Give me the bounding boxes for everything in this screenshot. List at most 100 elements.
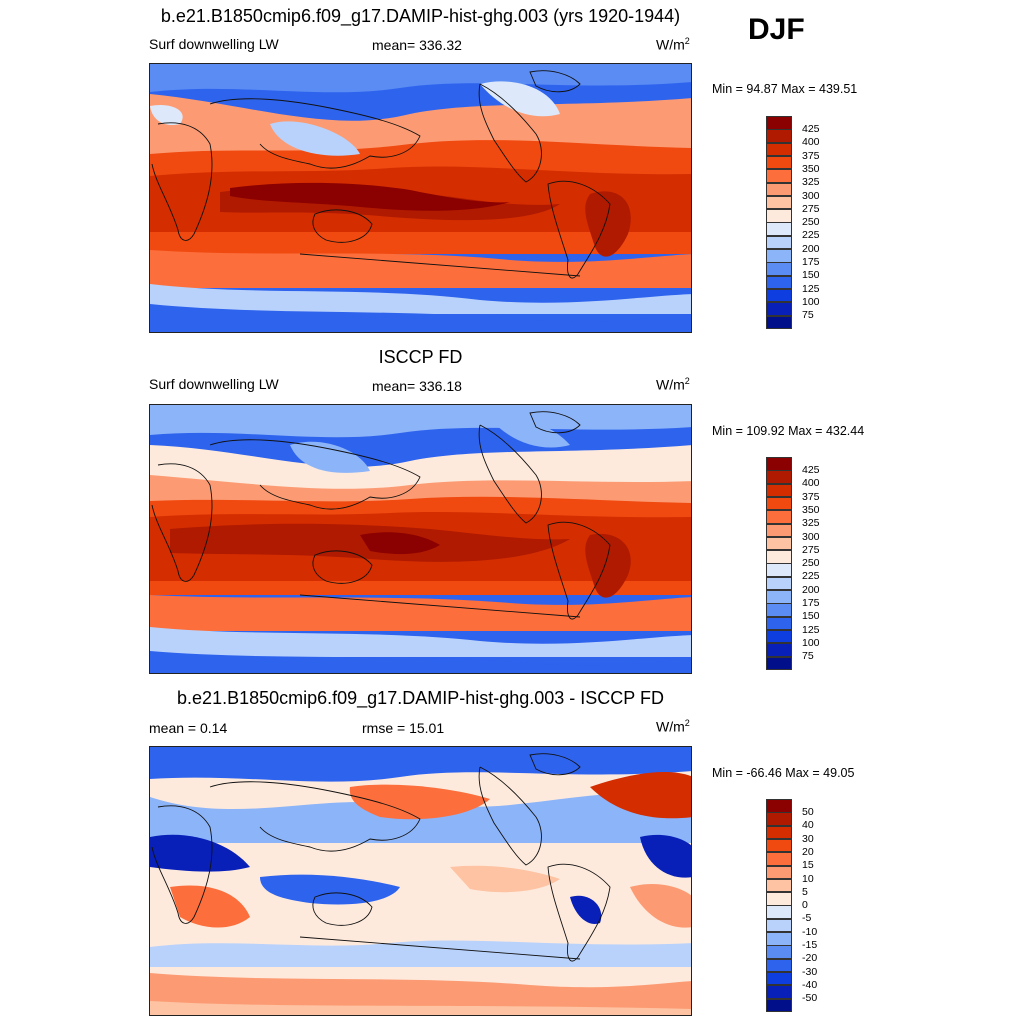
panel2-colorbar-label: 200 xyxy=(802,584,820,596)
panel2-colorbar-label: 275 xyxy=(802,544,820,556)
panel3-colorbar-swatch xyxy=(766,918,792,933)
panel3-colorbar-swatch xyxy=(766,865,792,879)
panel3-colorbar-label: 15 xyxy=(802,859,814,871)
panel1-colorbar-label: 100 xyxy=(802,296,820,308)
panel2-map xyxy=(149,404,692,674)
panel3-colorbar-swatch xyxy=(766,998,792,1012)
panel2-units: W/m2 xyxy=(656,376,690,393)
panel1-colorbar-label: 275 xyxy=(802,203,820,215)
panel1-colorbar-label: 175 xyxy=(802,256,820,268)
panel3-colorbar-swatch xyxy=(766,825,792,840)
panel3-map xyxy=(149,746,692,1016)
panel2-colorbar-swatch xyxy=(766,603,792,617)
panel3-colorbar-swatch xyxy=(766,812,792,826)
panel2-colorbar-swatch xyxy=(766,563,792,577)
panel3-colorbar-label: -40 xyxy=(802,979,818,991)
panel1-colorbar xyxy=(766,116,792,329)
panel1-map xyxy=(149,63,692,333)
panel3-title: b.e21.B1850cmip6.f09_g17.DAMIP-hist-ghg.… xyxy=(177,688,664,708)
panel1-colorbar-label: 75 xyxy=(802,309,814,321)
panel2-title: ISCCP FD xyxy=(378,347,463,367)
season-label: DJF xyxy=(748,13,805,46)
panel2-colorbar-label: 175 xyxy=(802,597,820,609)
panel1-colorbar-swatch xyxy=(766,155,792,170)
panel1-colorbar-label: 425 xyxy=(802,123,820,135)
panel1-colorbar-swatch xyxy=(766,182,792,196)
panel1-colorbar-swatch xyxy=(766,195,792,210)
panel1-colorbar-swatch xyxy=(766,275,792,290)
panel3-colorbar-swatch xyxy=(766,985,792,999)
panel2-colorbar-label: 375 xyxy=(802,491,820,503)
panel2-minmax: Min = 109.92 Max = 432.44 xyxy=(712,424,865,438)
panel1-colorbar-swatch xyxy=(766,209,792,223)
panel2-colorbar-label: 100 xyxy=(802,637,820,649)
panel1-colorbar-swatch xyxy=(766,315,792,329)
panel3-colorbar-swatch xyxy=(766,892,792,906)
panel3-colorbar-label: -15 xyxy=(802,939,818,951)
panel2-colorbar-swatch xyxy=(766,656,792,670)
panel1-colorbar-swatch xyxy=(766,288,792,303)
panel1-colorbar-label: 325 xyxy=(802,176,820,188)
panel3-colorbar-swatch xyxy=(766,799,792,813)
panel2-colorbar-label: 75 xyxy=(802,650,814,662)
panel2-colorbar-swatch xyxy=(766,470,792,484)
panel3-colorbar xyxy=(766,799,792,1012)
panel3-colorbar-label: -30 xyxy=(802,966,818,978)
panel2-colorbar-label: 150 xyxy=(802,610,820,622)
panel2-colorbar-swatch xyxy=(766,576,792,591)
panel2-colorbar-label: 125 xyxy=(802,624,820,636)
panel1-mean-label: mean= 336.32 xyxy=(372,37,462,53)
panel1-colorbar-label: 300 xyxy=(802,190,820,202)
panel3-colorbar-label: -20 xyxy=(802,952,818,964)
panel1-colorbar-swatch xyxy=(766,222,792,236)
panel2-colorbar-label: 325 xyxy=(802,517,820,529)
panel2-colorbar-swatch xyxy=(766,616,792,631)
panel1-colorbar-swatch xyxy=(766,116,792,130)
panel1-colorbar-label: 250 xyxy=(802,216,820,228)
panel3-colorbar-label: 20 xyxy=(802,846,814,858)
panel2-colorbar-swatch xyxy=(766,483,792,498)
panel3-mean-label: mean = 0.14 xyxy=(149,720,228,736)
panel1-colorbar-swatch xyxy=(766,249,792,263)
panel3-colorbar-label: 0 xyxy=(802,899,808,911)
panel3-colorbar-label: 50 xyxy=(802,806,814,818)
panel3-colorbar-swatch xyxy=(766,878,792,893)
panel3-colorbar-swatch xyxy=(766,958,792,973)
panel1-colorbar-label: 350 xyxy=(802,163,820,175)
panel3-minmax: Min = -66.46 Max = 49.05 xyxy=(712,766,855,780)
panel1-colorbar-label: 375 xyxy=(802,150,820,162)
panel2-colorbar-swatch xyxy=(766,643,792,657)
panel1-colorbar-label: 400 xyxy=(802,136,820,148)
panel2-colorbar-swatch xyxy=(766,536,792,551)
panel2-colorbar-label: 250 xyxy=(802,557,820,569)
panel3-colorbar-label: -50 xyxy=(802,992,818,1004)
panel2-colorbar-label: 350 xyxy=(802,504,820,516)
panel1-colorbar-swatch xyxy=(766,302,792,316)
panel3-colorbar-label: -5 xyxy=(802,912,812,924)
panel2-mean-label: mean= 336.18 xyxy=(372,378,462,394)
panel2-colorbar-label: 425 xyxy=(802,464,820,476)
panel2-colorbar-label: 225 xyxy=(802,570,820,582)
panel2-variable-label: Surf downwelling LW xyxy=(149,376,279,392)
panel2-colorbar-swatch xyxy=(766,496,792,511)
panel1-colorbar-label: 150 xyxy=(802,269,820,281)
panel1-colorbar-swatch xyxy=(766,142,792,157)
panel1-colorbar-label: 225 xyxy=(802,229,820,241)
panel3-colorbar-swatch xyxy=(766,838,792,853)
panel3-colorbar-label: 10 xyxy=(802,873,814,885)
panel1-colorbar-swatch xyxy=(766,129,792,143)
panel3-colorbar-label: 30 xyxy=(802,833,814,845)
panel2-colorbar-swatch xyxy=(766,590,792,604)
panel3-colorbar-label: -10 xyxy=(802,926,818,938)
panel2-colorbar-label: 300 xyxy=(802,531,820,543)
panel3-colorbar-swatch xyxy=(766,971,792,986)
panel1-minmax: Min = 94.87 Max = 439.51 xyxy=(712,82,858,96)
panel3-colorbar-label: 5 xyxy=(802,886,808,898)
panel1-colorbar-label: 125 xyxy=(802,283,820,295)
panel3-colorbar-swatch xyxy=(766,945,792,959)
panel1-colorbar-swatch xyxy=(766,235,792,250)
panel1-title: b.e21.B1850cmip6.f09_g17.DAMIP-hist-ghg.… xyxy=(160,6,681,26)
panel1-units: W/m2 xyxy=(656,36,690,53)
panel1-colorbar-label: 200 xyxy=(802,243,820,255)
panel1-colorbar-swatch xyxy=(766,262,792,276)
